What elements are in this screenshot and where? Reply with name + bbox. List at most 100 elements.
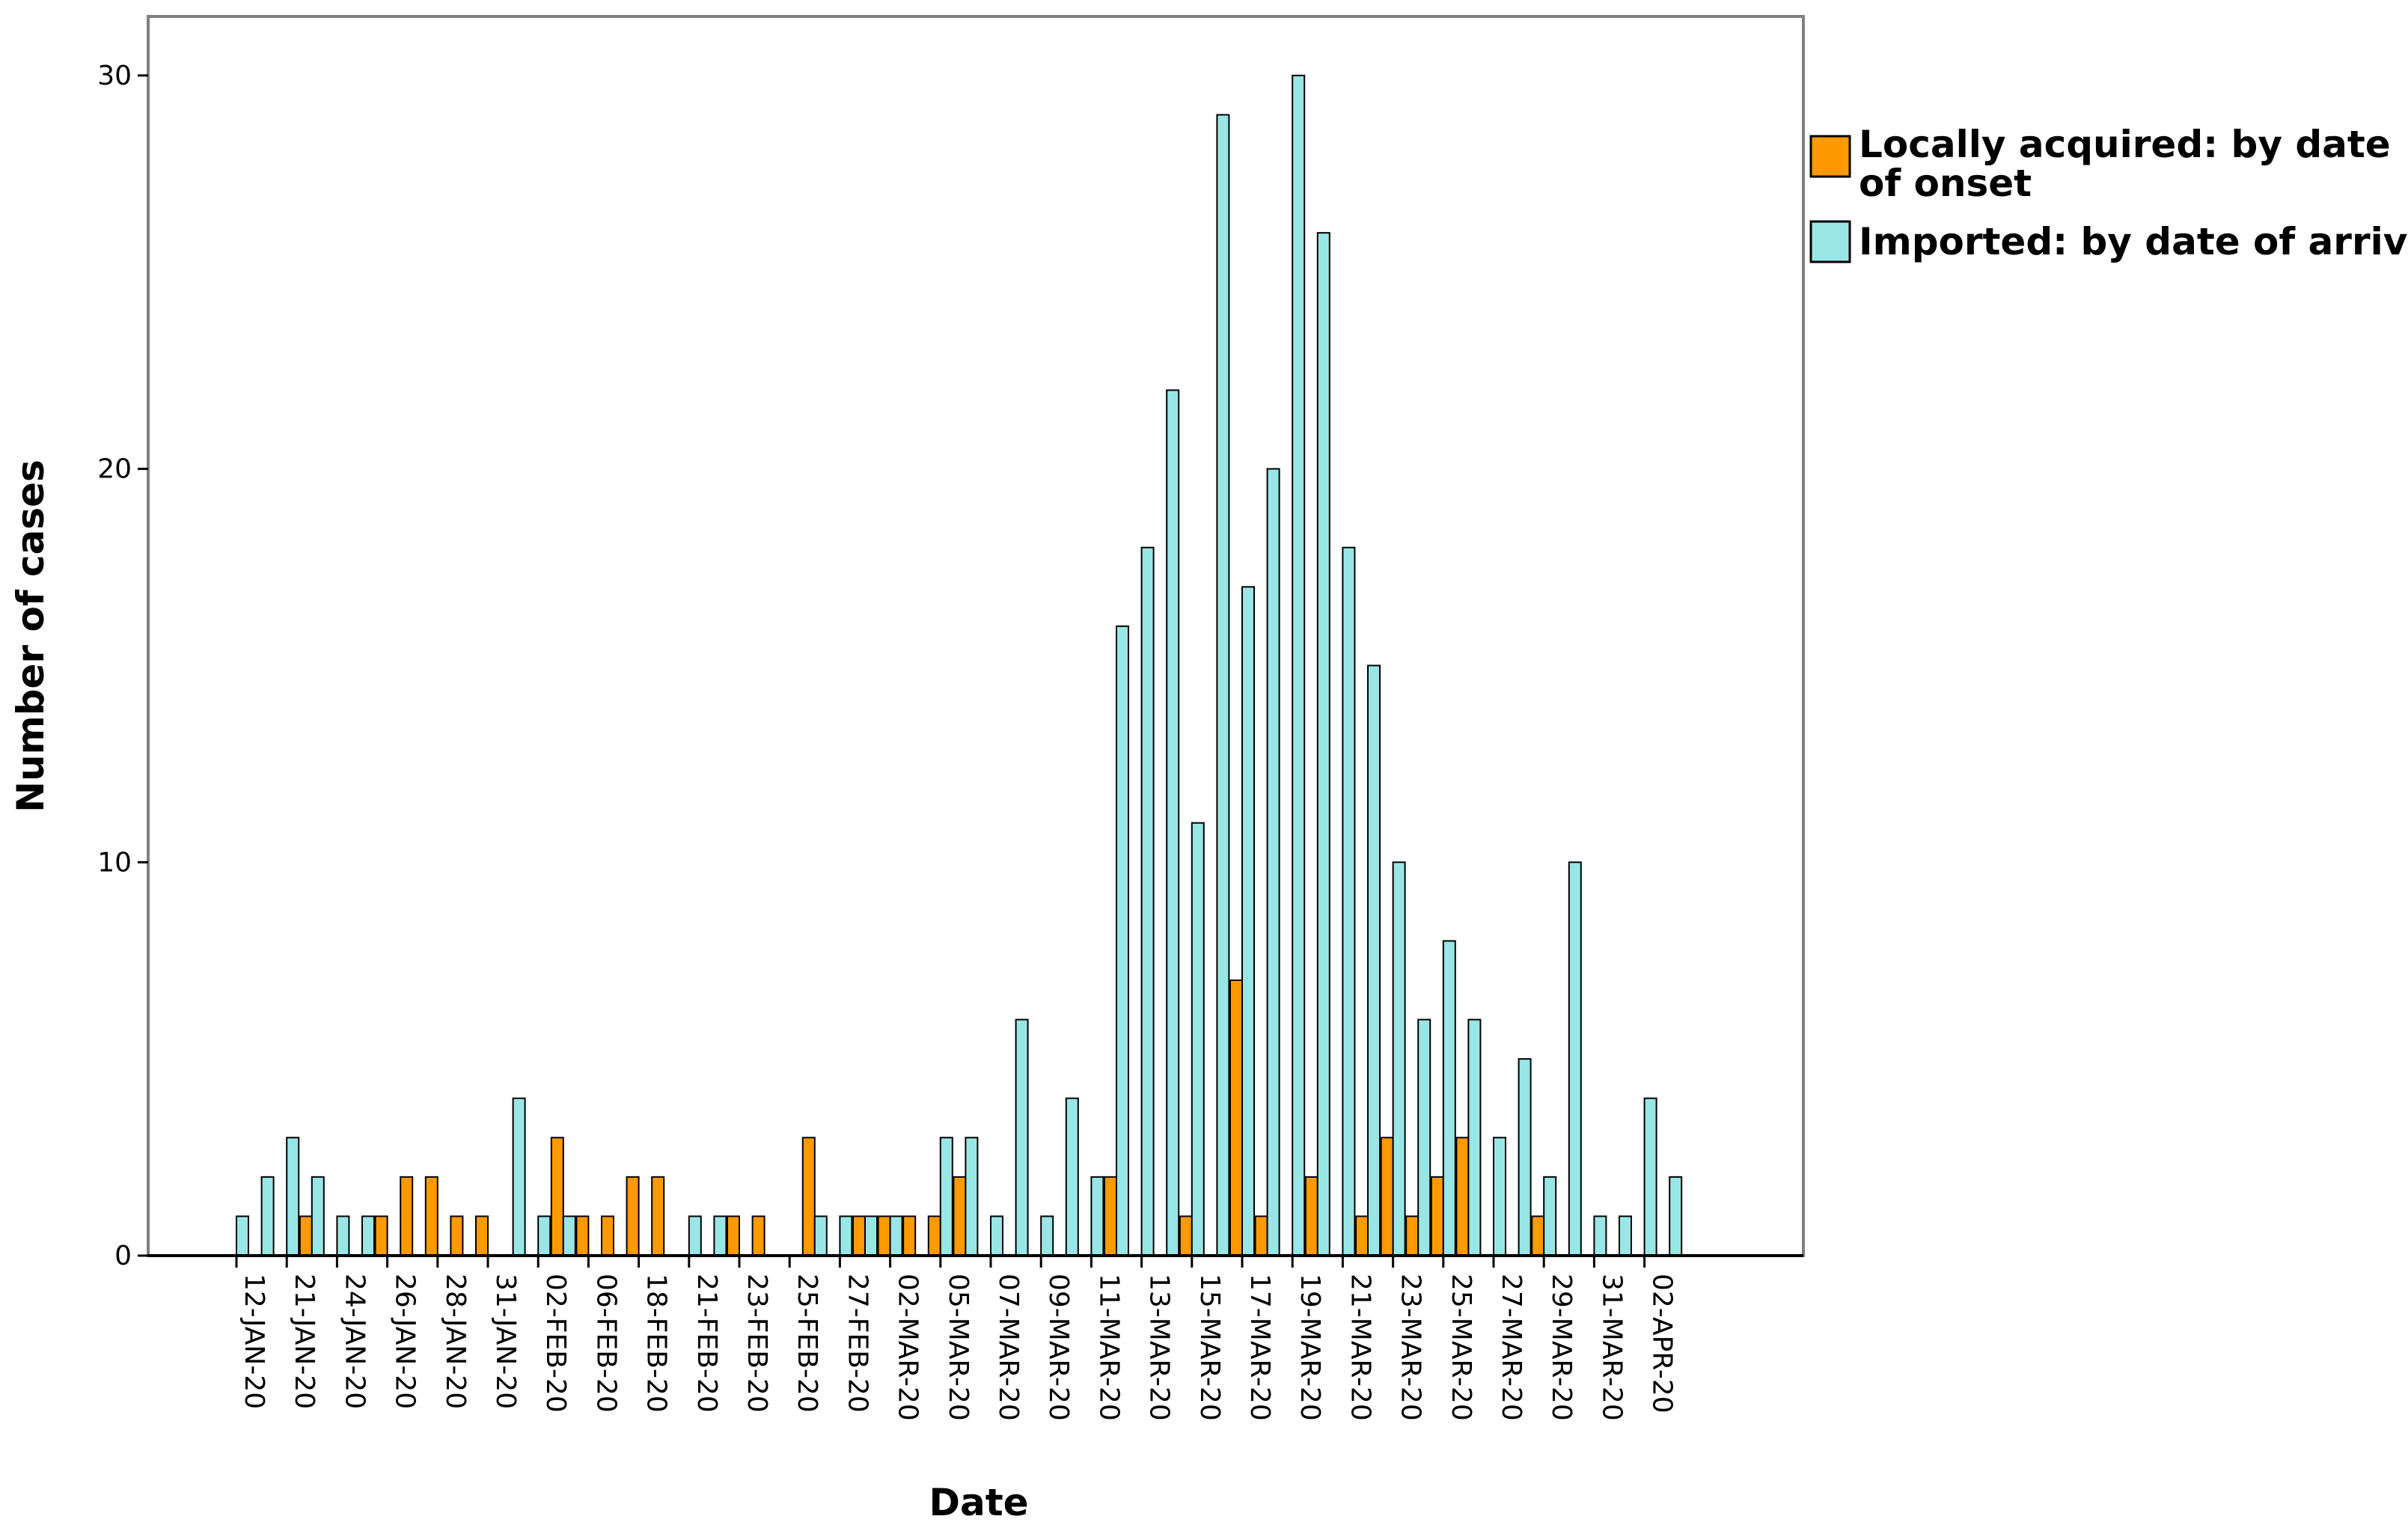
bar-local	[1430, 1176, 1444, 1257]
x-tick-label: 02-MAR-20	[893, 1274, 923, 1421]
x-tick-label: 21-JAN-20	[289, 1274, 320, 1409]
y-axis: 0 10 20 30	[97, 61, 148, 1271]
bar-imported	[1342, 546, 1356, 1256]
bar-local	[651, 1176, 665, 1257]
x-tick-label: 15-MAR-20	[1194, 1274, 1225, 1421]
bar-imported	[1116, 625, 1129, 1256]
bar-imported	[1316, 232, 1330, 1257]
bar-local	[1254, 1215, 1268, 1257]
bar-imported	[839, 1215, 853, 1257]
bar-local	[475, 1215, 489, 1257]
bar-local	[1229, 980, 1243, 1256]
bar-local	[400, 1176, 414, 1257]
bar-local	[601, 1215, 614, 1257]
x-tick-label: 07-MAR-20	[993, 1274, 1024, 1421]
x-tick-label: 05-MAR-20	[943, 1274, 974, 1421]
bar-imported	[1669, 1176, 1683, 1257]
x-tick-label: 12-JAN-20	[239, 1274, 269, 1409]
x-tick-label: 21-MAR-20	[1345, 1274, 1375, 1421]
bar-local	[450, 1215, 464, 1257]
bar-local	[299, 1215, 313, 1257]
bar-imported	[1090, 1176, 1104, 1257]
bar-imported	[1266, 468, 1280, 1256]
bar-imported	[562, 1215, 576, 1257]
bar-imported	[1367, 664, 1381, 1256]
x-tick-label: 25-MAR-20	[1446, 1274, 1476, 1421]
bar-imported	[1040, 1215, 1054, 1257]
x-tick-label: 18-FEB-20	[641, 1274, 672, 1413]
x-tick-label: 23-FEB-20	[742, 1274, 772, 1413]
bar-local	[424, 1176, 438, 1257]
bar-imported	[1518, 1058, 1532, 1256]
bar-imported	[1417, 1018, 1431, 1256]
x-tick-label: 02-FEB-20	[540, 1274, 571, 1413]
bar-imported	[1593, 1215, 1607, 1257]
bar-imported	[1467, 1018, 1482, 1256]
legend-swatch-imported	[1809, 220, 1851, 263]
bar-imported	[1392, 861, 1406, 1257]
bar-imported	[965, 1137, 979, 1257]
bar-imported	[1643, 1097, 1657, 1256]
bar-imported	[537, 1215, 551, 1257]
x-tick-label: 06-FEB-20	[590, 1274, 621, 1413]
bar-local	[801, 1137, 816, 1257]
bar-imported	[813, 1215, 828, 1257]
bar-imported	[512, 1097, 526, 1256]
bar-imported	[1140, 546, 1155, 1256]
bar-local	[751, 1215, 766, 1257]
bar-local	[1380, 1137, 1394, 1257]
bar-imported	[889, 1215, 903, 1257]
y-tick-label: 0	[114, 1241, 132, 1271]
bar-imported	[939, 1137, 953, 1257]
x-tick-label: 29-MAR-20	[1546, 1274, 1577, 1421]
bar-imported	[1292, 74, 1306, 1256]
x-tick-label: 25-FEB-20	[792, 1274, 822, 1413]
bars	[236, 74, 1683, 1257]
x-tick-label: 27-FEB-20	[842, 1274, 873, 1413]
x-tick-label: 31-JAN-20	[490, 1274, 521, 1409]
legend-label-local-line1: Locally acquired: by date	[1859, 123, 2391, 166]
bar-imported	[1442, 940, 1456, 1257]
bar-local	[1355, 1215, 1369, 1257]
bar-local	[727, 1215, 740, 1257]
x-tick-label: 28-JAN-20	[440, 1274, 471, 1409]
x-tick-label: 21-FEB-20	[691, 1274, 722, 1413]
bar-imported	[1493, 1137, 1506, 1257]
bar-imported	[286, 1137, 300, 1257]
y-tick-label: 20	[97, 454, 132, 485]
bar-imported	[1065, 1097, 1079, 1256]
bar-local	[1179, 1215, 1193, 1257]
legend-label-imported: Imported: by date of arrival	[1859, 220, 2408, 263]
bar-imported	[1619, 1215, 1632, 1257]
bar-local	[1455, 1137, 1470, 1257]
bar-local	[852, 1215, 866, 1257]
y-tick-label: 10	[97, 847, 132, 878]
x-tick-label: 02-APR-20	[1647, 1274, 1678, 1414]
bar-local	[953, 1176, 967, 1257]
x-tick-label: 27-MAR-20	[1496, 1274, 1527, 1421]
x-tick-label: 26-JAN-20	[390, 1274, 421, 1409]
x-tick-label: 11-MAR-20	[1093, 1274, 1124, 1421]
bar-imported	[260, 1176, 275, 1257]
bar-imported	[1241, 586, 1255, 1256]
x-tick-label: 24-JAN-20	[339, 1274, 370, 1409]
bar-local	[1104, 1176, 1117, 1257]
x-axis: 12-JAN-20 21-JAN-20 24-JAN-20 26-JAN-20 28-J…	[235, 1256, 1678, 1421]
bar-local	[1405, 1215, 1420, 1257]
bar-imported	[1166, 389, 1180, 1256]
bar-local	[1531, 1215, 1545, 1257]
bar-imported	[864, 1215, 878, 1257]
bar-imported	[1015, 1018, 1029, 1256]
bar-imported	[1216, 114, 1230, 1256]
plot-frame	[147, 15, 1805, 1257]
bar-imported	[311, 1176, 325, 1257]
legend-label-local-line2: of onset	[1859, 162, 2032, 205]
bar-imported	[1568, 861, 1582, 1257]
bar-local	[927, 1215, 941, 1257]
bar-local	[877, 1215, 891, 1257]
bar-local	[575, 1215, 590, 1257]
bar-imported	[713, 1215, 727, 1257]
x-tick-label: 19-MAR-20	[1295, 1274, 1325, 1421]
x-tick-label: 17-MAR-20	[1244, 1274, 1275, 1421]
bar-imported	[336, 1215, 350, 1257]
